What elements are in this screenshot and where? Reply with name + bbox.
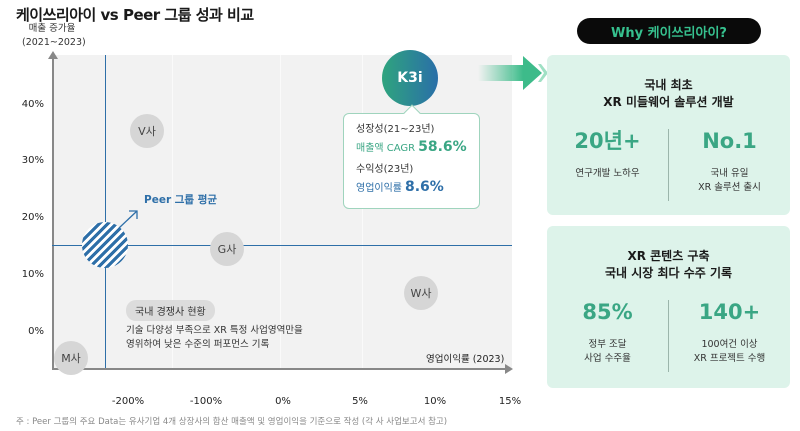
stat-value: 20년+: [574, 129, 641, 153]
peer-avg-vertical-line: [105, 55, 107, 368]
x-axis-arrow-icon: [505, 364, 513, 374]
x-tick: 10%: [423, 396, 447, 407]
stat-desc: 100여건 이상 XR 프로젝트 수행: [693, 339, 766, 364]
divider: [668, 300, 669, 372]
x-tick: -200%: [111, 396, 145, 407]
peer-average-marker: [82, 222, 128, 268]
bubble-m: M사: [54, 341, 88, 375]
peer-avg-horizontal-line: [52, 245, 512, 247]
y-axis-label-line2: (2021~2023): [22, 37, 86, 48]
y-tick: 10%: [21, 269, 44, 280]
stat-desc: 국내 유일 XR 솔루션 출시: [698, 168, 761, 193]
y-axis-arrow-icon: [48, 51, 58, 59]
y-axis: [52, 58, 54, 368]
stat-value: 140+: [698, 300, 761, 324]
y-tick: 40%: [21, 99, 44, 110]
stat-desc: 정부 조달 사업 수주율: [584, 339, 631, 364]
card-title-line2: 국내 시장 최다 수주 기록: [604, 266, 733, 280]
competitor-description: 기술 다양성 부족으로 XR 특정 사업영역만을 영위하여 낮은 수준의 퍼포먼…: [126, 324, 303, 352]
growth-metric: 매출액 CAGR 58.6%: [356, 137, 467, 159]
peer-average-label: Peer 그룹 평균: [144, 194, 218, 206]
highlight-card-middleware: 국내 최초 XR 미들웨어 솔루션 개발 20년+ 연구개발 노하우 No.1 …: [547, 55, 790, 215]
stat-desc: 연구개발 노하우: [575, 168, 640, 179]
x-tick: 0%: [275, 396, 291, 407]
card-title-line1: 국내 최초: [644, 78, 693, 92]
gridline: [362, 55, 363, 368]
competitor-badge: 국내 경쟁사 현황: [126, 300, 215, 321]
why-k3i-pill: Why 케이쓰리아이?: [577, 18, 761, 44]
y-tick: 20%: [21, 212, 44, 223]
stat-item: 140+ 100여건 이상 XR 프로젝트 수행: [669, 298, 790, 372]
y-axis-label: 매출 증가율 (2021~2023): [22, 22, 86, 50]
bubble-w: W사: [404, 276, 438, 310]
growth-label: 성장성(21~23년): [356, 124, 435, 135]
stat-item: No.1 국내 유일 XR 솔루션 출시: [669, 127, 790, 201]
x-tick: 15%: [498, 396, 522, 407]
k3i-marker: K3i: [382, 50, 438, 106]
y-axis-label-line1: 매출 증가율: [28, 23, 76, 34]
profit-metric-value: 8.6%: [405, 179, 444, 195]
competitor-desc-line1: 기술 다양성 부족으로 XR 특정 사업영역만을: [126, 325, 303, 336]
card-title-line2: XR 미들웨어 솔루션 개발: [603, 95, 734, 109]
x-tick: -100%: [189, 396, 223, 407]
gridline: [172, 55, 173, 368]
x-axis-label: 영업이익률 (2023): [426, 354, 505, 365]
divider: [668, 129, 669, 201]
y-tick: 0%: [28, 326, 44, 337]
card-title: XR 콘텐츠 구축 국내 시장 최다 수주 기록: [547, 248, 790, 282]
card-stats: 20년+ 연구개발 노하우 No.1 국내 유일 XR 솔루션 출시: [547, 127, 790, 201]
card-title-line1: XR 콘텐츠 구축: [627, 249, 710, 263]
big-right-arrow-icon: [478, 56, 548, 90]
competitor-desc-line2: 영위하여 낮은 수준의 퍼포먼스 기록: [126, 339, 270, 350]
profit-metric-label: 영업이익률: [356, 183, 402, 194]
highlight-card-contents: XR 콘텐츠 구축 국내 시장 최다 수주 기록 85% 정부 조달 사업 수주…: [547, 226, 790, 388]
x-tick: 5%: [352, 396, 368, 407]
page-title: 케이쓰리아이 vs Peer 그룹 성과 비교: [16, 6, 254, 24]
arrow-up-right-icon: [118, 210, 138, 229]
stat-item: 85% 정부 조달 사업 수주율: [547, 298, 668, 372]
x-axis: [52, 368, 507, 370]
bubble-g: G사: [210, 232, 244, 266]
growth-metric-label: 매출액 CAGR: [356, 143, 416, 154]
stat-value: No.1: [702, 129, 757, 153]
stat-value: 85%: [582, 300, 633, 324]
footnote: 주 : Peer 그룹의 주요 Data는 유사기업 4개 상장사의 합산 매출…: [16, 417, 448, 427]
growth-metric-value: 58.6%: [418, 139, 467, 155]
profit-label: 수익성(23년): [356, 164, 414, 175]
card-title: 국내 최초 XR 미들웨어 솔루션 개발: [547, 77, 790, 111]
y-tick: 30%: [21, 155, 44, 166]
stat-item: 20년+ 연구개발 노하우: [547, 127, 668, 201]
gridline: [280, 55, 281, 368]
card-stats: 85% 정부 조달 사업 수주율 140+ 100여건 이상 XR 프로젝트 수…: [547, 298, 790, 372]
profit-metric: 영업이익률 8.6%: [356, 177, 467, 199]
bubble-v: V사: [130, 114, 164, 148]
k3i-callout: 성장성(21~23년) 매출액 CAGR 58.6% 수익성(23년) 영업이익률…: [343, 113, 480, 209]
